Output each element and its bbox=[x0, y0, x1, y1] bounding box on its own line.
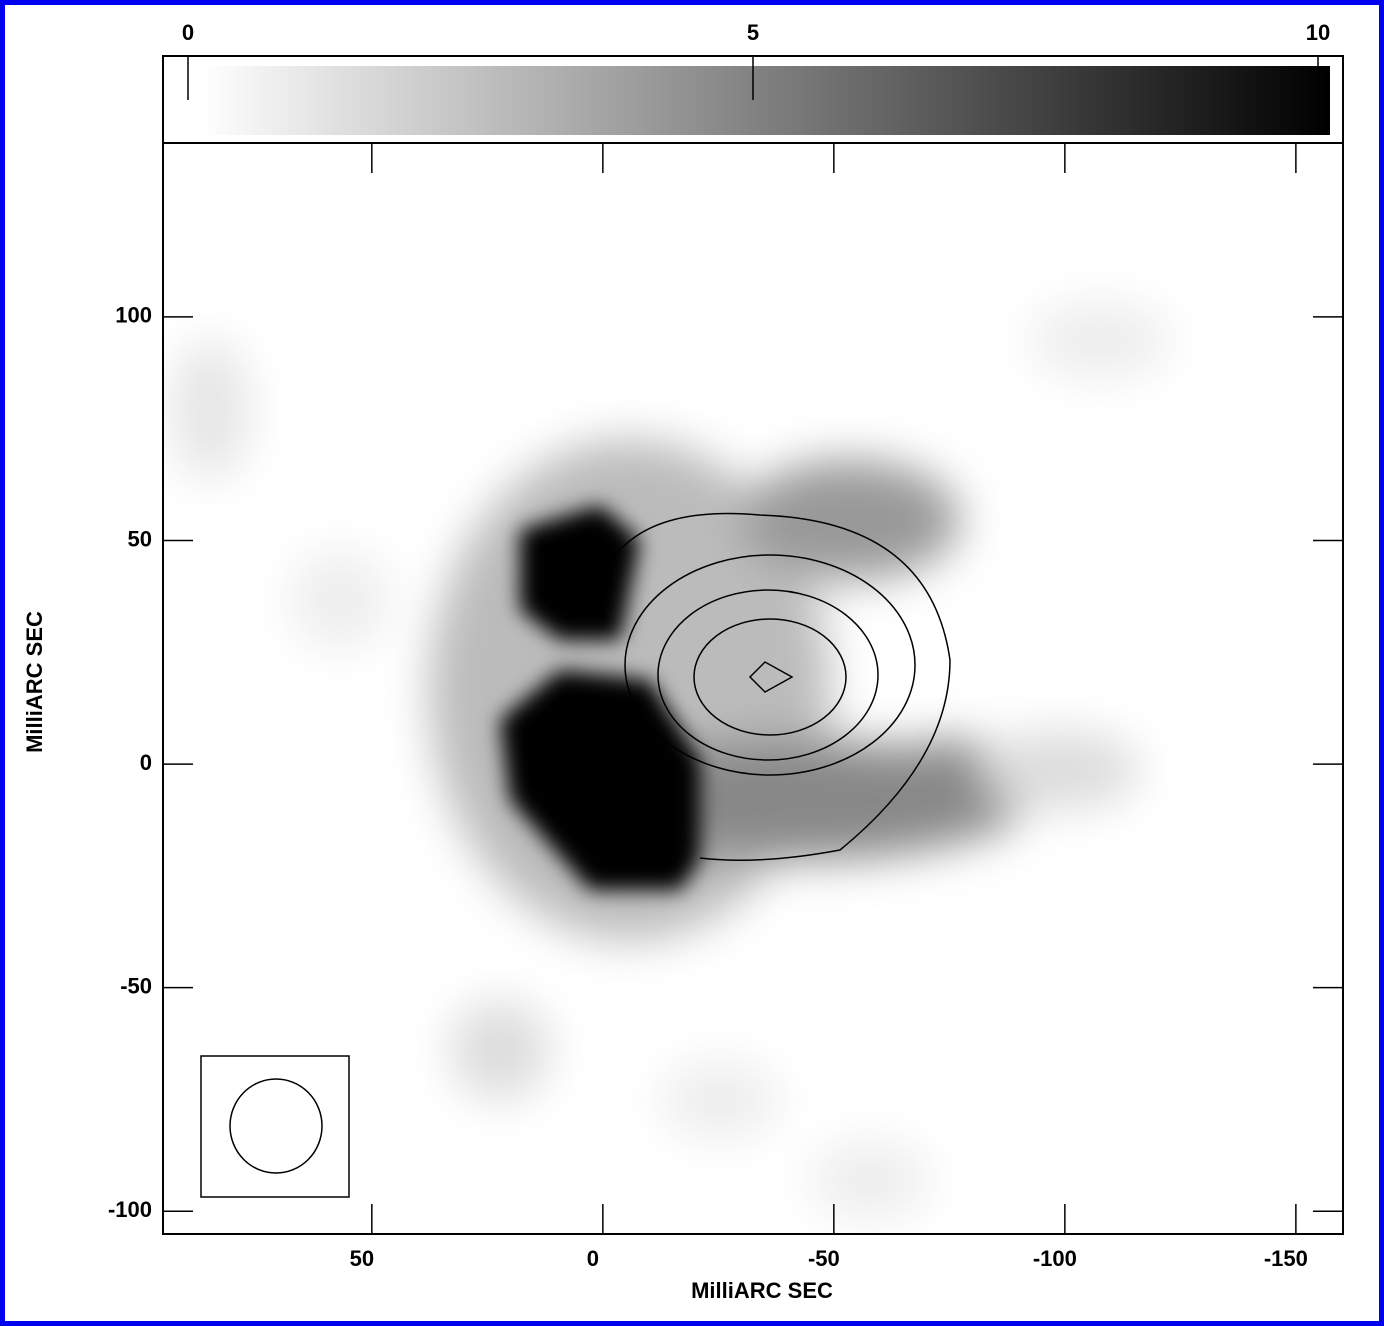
x-axis-label: MilliARC SEC bbox=[691, 1278, 833, 1303]
x-tick-label: -150 bbox=[1264, 1246, 1308, 1271]
core bbox=[500, 505, 700, 890]
x-tick-label: -100 bbox=[1033, 1246, 1077, 1271]
y-tick-label: -100 bbox=[108, 1197, 152, 1222]
x-tick-label: -50 bbox=[808, 1246, 840, 1271]
y-tick-label: 50 bbox=[128, 526, 152, 551]
colorbar-tick-label: 5 bbox=[747, 20, 759, 45]
y-tick-label: -50 bbox=[120, 973, 152, 998]
beam bbox=[229, 1078, 323, 1174]
y-tick-label: 100 bbox=[115, 303, 152, 328]
y-axis-label: MilliARC SEC bbox=[22, 611, 47, 753]
colorbar-tick-label: 10 bbox=[1306, 20, 1330, 45]
contours bbox=[611, 512, 951, 861]
colorbar-tick-label: 0 bbox=[182, 20, 194, 45]
y-tick-label: 0 bbox=[140, 750, 152, 775]
x-tick-label: 0 bbox=[587, 1246, 599, 1271]
x-tick-label: 50 bbox=[350, 1246, 374, 1271]
beam-box bbox=[200, 1055, 350, 1198]
plot-frame bbox=[162, 142, 1344, 1235]
colorbar-gradient bbox=[200, 66, 1330, 135]
image bbox=[170, 300, 1170, 1220]
